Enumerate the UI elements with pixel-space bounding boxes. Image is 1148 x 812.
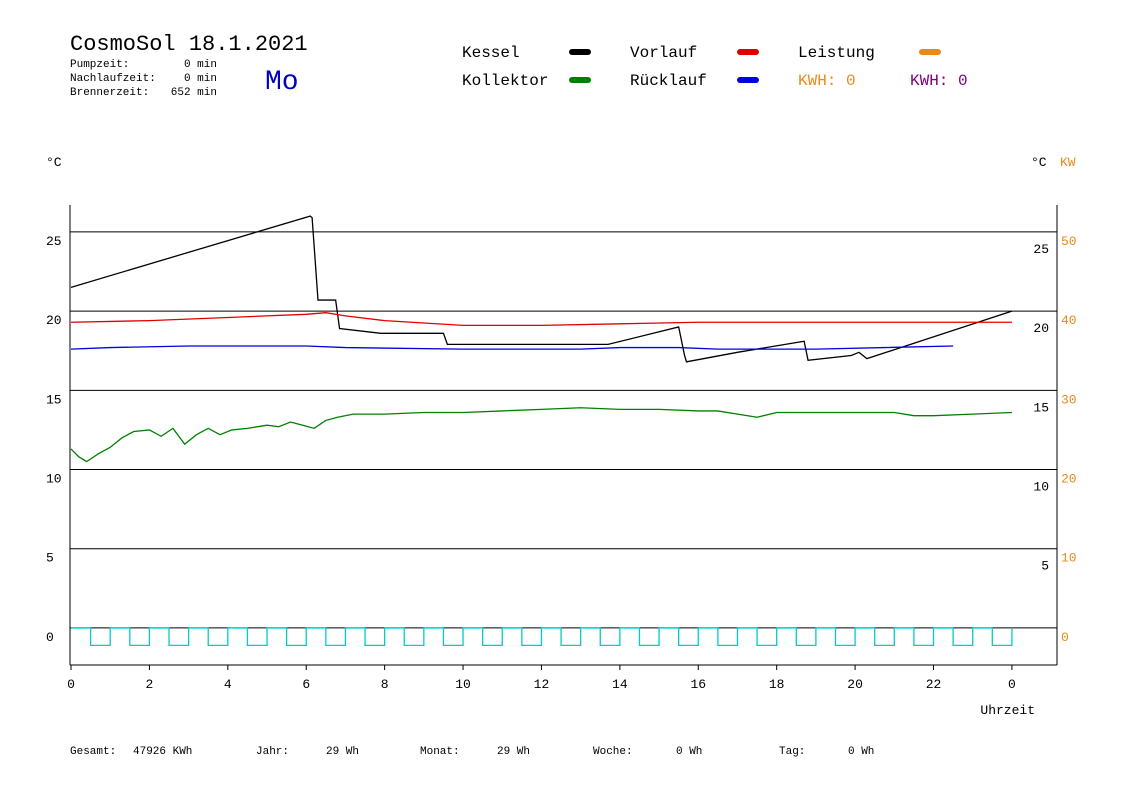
x-tick-label: 10: [455, 677, 471, 692]
x-tick-label: 12: [534, 677, 550, 692]
footer-label: Monat:: [420, 746, 460, 758]
legend-label: Leistung: [798, 44, 875, 62]
y-right-tick-label: 25: [1033, 242, 1049, 257]
x-tick-label: 20: [847, 677, 863, 692]
info-value: 652 min: [171, 87, 217, 99]
footer-value: 29 Wh: [497, 746, 530, 758]
y2-tick-label: 50: [1061, 234, 1077, 249]
series-line: [70, 312, 1012, 327]
kwh-label: KWH: 0: [798, 72, 856, 90]
x-tick-label: 16: [690, 677, 706, 692]
legend-label: Vorlauf: [630, 44, 697, 62]
y2-tick-label: 0: [1061, 630, 1069, 645]
x-label: Uhrzeit: [980, 703, 1035, 718]
x-tick-label: 14: [612, 677, 628, 692]
footer-label: Tag:: [779, 746, 805, 758]
series-line: [71, 627, 1013, 647]
series-line: [70, 345, 954, 350]
x-tick-label: 6: [302, 677, 310, 692]
info-value: 0 min: [184, 59, 217, 71]
x-tick-label: 2: [146, 677, 154, 692]
weekday: Mo: [265, 67, 299, 98]
x-tick-label: 0: [1008, 677, 1016, 692]
y2-unit: KW: [1060, 155, 1076, 170]
footer-label: Gesamt:: [70, 746, 116, 758]
y2-tick-label: 40: [1061, 313, 1077, 328]
legend-label: Kollektor: [462, 72, 548, 90]
info-label: Pumpzeit:: [70, 59, 129, 71]
y2-unit-c: °C: [1031, 155, 1047, 170]
y2-tick-label: 20: [1061, 472, 1077, 487]
info-label: Brennerzeit:: [70, 87, 149, 99]
y-tick-label: 15: [46, 392, 62, 407]
y2-tick-label: 30: [1061, 392, 1077, 407]
y-right-tick-label: 5: [1041, 559, 1049, 574]
footer-value: 29 Wh: [326, 746, 359, 758]
legend-label: Rücklauf: [630, 72, 707, 90]
x-tick-label: 4: [224, 677, 232, 692]
x-tick-label: 0: [67, 677, 75, 692]
title: CosmoSol 18.1.2021: [70, 32, 308, 57]
legend-label: Kessel: [462, 44, 520, 62]
x-tick-label: 8: [381, 677, 389, 692]
y-unit: °C: [46, 155, 62, 170]
kwh-label: KWH: 0: [910, 72, 968, 90]
y-tick-label: 0: [46, 630, 54, 645]
x-tick-label: 22: [926, 677, 942, 692]
y-right-tick-label: 20: [1033, 321, 1049, 336]
footer-value: 0 Wh: [848, 746, 874, 758]
footer-label: Woche:: [593, 746, 633, 758]
y-tick-label: 10: [46, 472, 62, 487]
y-right-tick-label: 10: [1033, 480, 1049, 495]
y-tick-label: 25: [46, 234, 62, 249]
y2-tick-label: 10: [1061, 551, 1077, 566]
footer-value: 47926 KWh: [133, 746, 192, 758]
footer-label: Jahr:: [256, 746, 289, 758]
y-tick-label: 5: [46, 551, 54, 566]
info-label: Nachlaufzeit:: [70, 73, 156, 85]
x-tick-label: 18: [769, 677, 785, 692]
series-line: [70, 215, 1013, 363]
footer-value: 0 Wh: [676, 746, 702, 758]
y-right-tick-label: 15: [1033, 400, 1049, 415]
series-line: [70, 407, 1012, 463]
info-value: 0 min: [184, 73, 217, 85]
y-tick-label: 20: [46, 313, 62, 328]
